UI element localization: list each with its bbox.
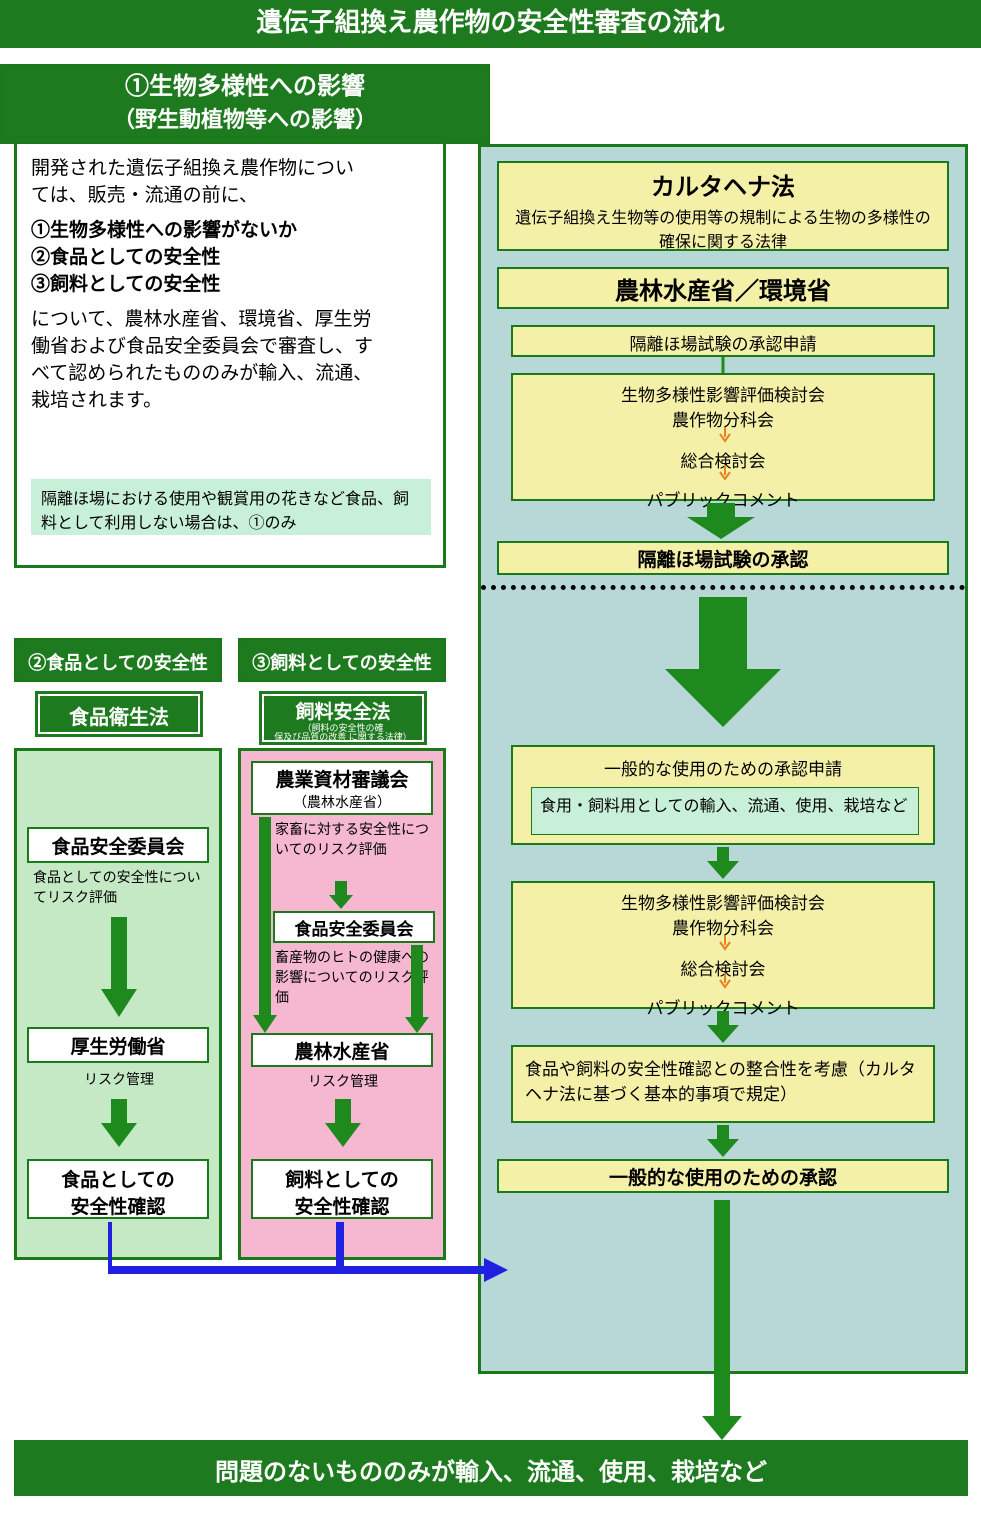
intro-l2: ては、販売・流通の前に、 xyxy=(31,180,431,207)
arrow-icon xyxy=(99,1099,139,1147)
result2-box: 食品としての 安全性確認 xyxy=(27,1159,209,1219)
huge-arrow-icon xyxy=(661,597,785,727)
down-arrow-icon xyxy=(718,465,732,481)
intro-l5: ③飼料としての安全性 xyxy=(31,269,431,296)
section3-header: ③飼料としての安全性 xyxy=(238,638,446,682)
connector-line xyxy=(717,357,729,373)
intro-l6: について、農林水産省、環境省、厚生労 xyxy=(31,304,431,331)
arrow-icon xyxy=(705,1011,741,1043)
cartagena-law-box: カルタヘナ法 遺伝子組換え生物等の使用等の規制による生物の多様性の確保に関する法… xyxy=(497,161,949,251)
approval1-box: 隔離ほ場試験の承認 xyxy=(497,541,949,575)
intro-note: 隔離ほ場における使用や観賞用の花きなど食品、飼料として利用しない場合は、①のみ xyxy=(31,479,431,535)
section2-header: ②食品としての安全性 xyxy=(14,638,222,682)
council-text: 農業資材審議会 xyxy=(253,763,431,792)
ministry3-text: 農林水産省 xyxy=(253,1035,431,1064)
approval2-text: 一般的な使用のための承認 xyxy=(499,1161,947,1190)
diagram-canvas: 遺伝子組換え農作物の安全性審査の流れ ①生物多様性への影響 （野生動植物等への影… xyxy=(0,0,981,1524)
section3-body: 農業資材審議会 （農林水産省） 家畜に対する安全性についてのリスク評価 食品安全… xyxy=(238,748,446,1260)
section3-law-l1: 飼料安全法 xyxy=(264,696,422,724)
step1-text: 隔離ほ場試験の承認申請 xyxy=(513,327,933,355)
ministry3-box: 農林水産省 xyxy=(251,1033,433,1067)
big-arrow-icon xyxy=(681,503,761,539)
section3-law-l3: 保及び品質の改善 xyxy=(274,732,346,742)
committee-box: 食品安全委員会 xyxy=(27,827,209,863)
step3-text: 一般的な使用のための承認申請 xyxy=(513,747,933,780)
step4-box: 生物多様性影響評価検討会 農作物分科会 総合検討会 パブリックコメント xyxy=(511,881,935,1009)
section2-header-text: ②食品としての安全性 xyxy=(17,641,219,675)
step2-box: 生物多様性影響評価検討会 農作物分科会 総合検討会 パブリックコメント xyxy=(511,373,935,501)
intro-l4: ②食品としての安全性 xyxy=(31,242,431,269)
intro-l7: 働省および食品安全委員会で審査し、す xyxy=(31,331,431,358)
arrow-icon xyxy=(705,847,741,879)
section2-law-badge: 食品衛生法 xyxy=(38,694,200,734)
committee3-box: 食品安全委員会 xyxy=(273,911,435,943)
council-desc: 家畜に対する安全性についてのリスク評価 xyxy=(275,819,433,859)
arrow-icon xyxy=(323,1099,363,1147)
intro-l3: ①生物多様性への影響がないか xyxy=(31,215,431,242)
ministry-text: 農林水産省／環境省 xyxy=(499,269,947,306)
step4-l1: 生物多様性影響評価検討会 xyxy=(513,883,933,914)
committee3-text: 食品安全委員会 xyxy=(275,913,433,940)
step3-box: 一般的な使用のための承認申請 食用・飼料用としての輸入、流通、使用、栽培など xyxy=(511,745,935,845)
down-arrow-icon xyxy=(718,973,732,989)
blue-connector-arrow-icon xyxy=(108,1222,508,1290)
step2-l1: 生物多様性影響評価検討会 xyxy=(513,375,933,406)
ministry2-text: 厚生労働省 xyxy=(29,1029,207,1059)
law-desc: 遺伝子組換え生物等の使用等の規制による生物の多様性の確保に関する法律 xyxy=(499,202,947,254)
intro-l8: べて認められたもののみが輸入、流通、 xyxy=(31,358,431,385)
step1-box: 隔離ほ場試験の承認申請 xyxy=(511,325,935,357)
ministry2-box: 厚生労働省 xyxy=(27,1027,209,1063)
big-arrow-icon xyxy=(99,917,139,1017)
section3-law-l4: に関する法律） xyxy=(349,732,412,742)
section1-body: カルタヘナ法 遺伝子組換え生物等の使用等の規制による生物の多様性の確保に関する法… xyxy=(478,144,968,1374)
ministry2-desc: リスク管理 xyxy=(33,1069,205,1089)
council-sub: （農林水産省） xyxy=(253,792,431,812)
result3-l2: 安全性確認 xyxy=(253,1192,431,1219)
intro-text-block: 開発された遺伝子組換え農作物につい ては、販売・流通の前に、 ①生物多様性への影… xyxy=(31,153,431,412)
dotted-divider xyxy=(481,585,965,590)
council-box: 農業資材審議会 （農林水産省） xyxy=(251,761,433,815)
step5-box: 食品や飼料の安全性確認との整合性を考慮（カルタヘナ法に基づく基本的事項で規定） xyxy=(511,1045,935,1123)
result2-l1: 食品としての xyxy=(29,1161,207,1192)
footer-bar: 問題のないもののみが輸入、流通、使用、栽培など xyxy=(14,1440,968,1496)
section1-header: ①生物多様性への影響 （野生動植物等への影響） xyxy=(0,64,490,144)
step5-text: 食品や飼料の安全性確認との整合性を考慮（カルタヘナ法に基づく基本的事項で規定） xyxy=(525,1055,921,1105)
ministry3-desc: リスク管理 xyxy=(257,1071,429,1091)
step3-sub-box: 食用・飼料用としての輸入、流通、使用、栽培など xyxy=(531,787,919,835)
section3-law-badge: 飼料安全法 （飼料の安全性の確 保及び品質の改善 に関する法律） xyxy=(262,694,424,742)
approval1-text: 隔離ほ場試験の承認 xyxy=(499,543,947,572)
result3-l1: 飼料としての xyxy=(253,1161,431,1192)
section2-body: 食品安全委員会 食品としての安全性についてリスク評価 厚生労働省 リスク管理 食… xyxy=(14,748,222,1260)
page-title-bar: 遺伝子組換え農作物の安全性審査の流れ xyxy=(0,0,981,48)
down-arrow-icon xyxy=(718,427,732,443)
ministry-box: 農林水産省／環境省 xyxy=(497,267,949,309)
small-arrow-icon xyxy=(329,881,353,909)
committee-text: 食品安全委員会 xyxy=(29,829,207,859)
section2-law-text: 食品衛生法 xyxy=(40,696,198,730)
footer-text: 問題のないもののみが輸入、流通、使用、栽培など xyxy=(14,1440,968,1487)
page-title: 遺伝子組換え農作物の安全性審査の流れ xyxy=(0,0,981,44)
section1-header-line2: （野生動植物等への影響） xyxy=(3,106,487,139)
intro-l9: 栽培されます。 xyxy=(31,385,431,412)
section1-header-line1: ①生物多様性への影響 xyxy=(3,67,487,106)
arrow-icon xyxy=(705,1125,741,1157)
result2-l2: 安全性確認 xyxy=(29,1192,207,1219)
intro-box: 開発された遺伝子組換え農作物につい ては、販売・流通の前に、 ①生物多様性への影… xyxy=(14,136,446,568)
down-arrow-icon xyxy=(718,935,732,951)
committee-desc: 食品としての安全性についてリスク評価 xyxy=(33,867,205,907)
section3-header-text: ③飼料としての安全性 xyxy=(241,641,443,675)
final-arrow-icon xyxy=(700,1200,744,1440)
law-title: カルタヘナ法 xyxy=(499,163,947,202)
result3-box: 飼料としての 安全性確認 xyxy=(251,1159,433,1219)
approval2-box: 一般的な使用のための承認 xyxy=(497,1159,949,1193)
arrow-icon xyxy=(405,945,429,1033)
intro-l1: 開発された遺伝子組換え農作物につい xyxy=(31,153,431,180)
